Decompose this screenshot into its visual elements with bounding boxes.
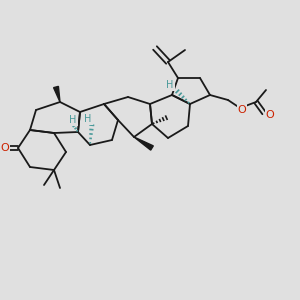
Text: O: O: [266, 110, 274, 120]
Text: H: H: [84, 114, 92, 124]
Text: O: O: [238, 105, 246, 115]
Text: H: H: [166, 80, 174, 90]
Text: O: O: [1, 143, 9, 153]
Polygon shape: [134, 137, 153, 150]
Text: H: H: [69, 115, 77, 125]
Polygon shape: [54, 86, 60, 102]
